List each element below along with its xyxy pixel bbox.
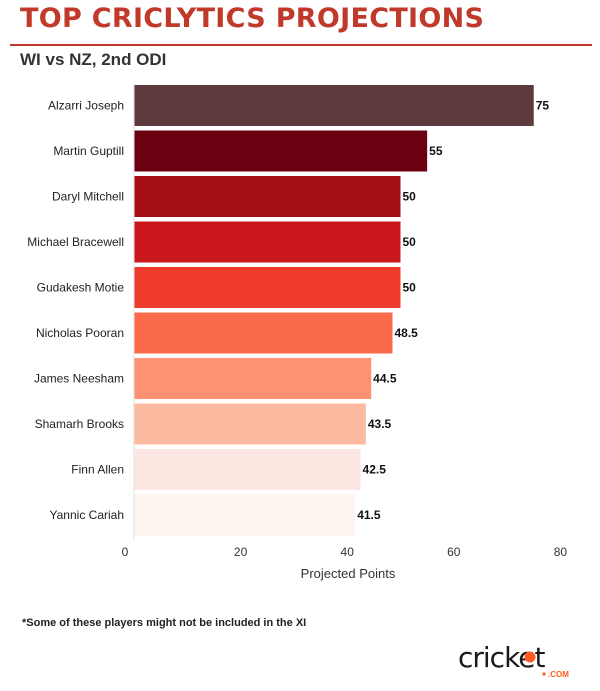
- x-tick-80: 80: [554, 545, 568, 559]
- value-label-nicholas-pooran: 48.5: [395, 326, 419, 340]
- title-divider: [10, 44, 592, 46]
- category-label-daryl-mitchell: Daryl Mitchell: [52, 190, 124, 204]
- logo-ball-icon: [524, 651, 536, 663]
- value-label-daryl-mitchell: 50: [403, 190, 417, 204]
- bar-daryl-mitchell: [134, 176, 401, 217]
- projection-bar-chart: Alzarri Joseph Martin Guptill Daryl Mitche…: [27, 83, 568, 581]
- cricket-com-logo: cricket .COM: [458, 643, 569, 679]
- value-label-martin-guptill: 55: [429, 144, 443, 158]
- bar-martin-guptill: [134, 130, 428, 172]
- bar-james-neesham: [134, 358, 372, 399]
- category-label-michael-bracewell: Michael Bracewell: [27, 235, 124, 249]
- logo-dot-icon: [542, 672, 546, 676]
- match-subtitle: WI vs NZ, 2nd ODI: [20, 50, 167, 69]
- bars-group: [134, 85, 534, 536]
- page-title: TOP CRICLYTICS PROJECTIONS: [20, 3, 485, 34]
- x-tick-60: 60: [447, 545, 461, 559]
- y-axis-labels: Alzarri Joseph Martin Guptill Daryl Mitche…: [27, 99, 124, 523]
- category-label-gudakesh-motie: Gudakesh Motie: [37, 281, 125, 295]
- logo-subtext: .COM: [548, 670, 569, 679]
- category-label-nicholas-pooran: Nicholas Pooran: [36, 326, 124, 340]
- x-tick-0: 0: [122, 545, 129, 559]
- bar-michael-bracewell: [134, 221, 401, 263]
- value-label-michael-bracewell: 50: [403, 235, 417, 249]
- x-axis-ticks: 0 20 40 60 80: [122, 545, 568, 559]
- value-label-yannic-cariah: 41.5: [357, 508, 381, 522]
- category-label-alzarri-joseph: Alzarri Joseph: [48, 99, 124, 113]
- category-label-shamarh-brooks: Shamarh Brooks: [35, 417, 124, 431]
- value-label-james-neesham: 44.5: [373, 372, 397, 386]
- x-tick-40: 40: [341, 545, 355, 559]
- value-label-gudakesh-motie: 50: [403, 281, 417, 295]
- category-label-finn-allen: Finn Allen: [71, 463, 124, 477]
- bar-gudakesh-motie: [134, 267, 401, 308]
- value-label-alzarri-joseph: 75: [536, 99, 550, 113]
- value-labels: 75 55 50 50 50 48.5 44.5 43.5 42.5 41.5: [357, 99, 549, 523]
- x-axis-title: Projected Points: [301, 566, 396, 581]
- category-label-martin-guptill: Martin Guptill: [53, 144, 124, 158]
- bar-yannic-cariah: [134, 494, 356, 536]
- value-label-finn-allen: 42.5: [363, 463, 387, 477]
- x-tick-20: 20: [234, 545, 248, 559]
- footnote: *Some of these players might not be incl…: [22, 617, 307, 629]
- value-label-shamarh-brooks: 43.5: [368, 417, 392, 431]
- bar-alzarri-joseph: [134, 85, 534, 126]
- category-label-james-neesham: James Neesham: [34, 372, 124, 386]
- bar-finn-allen: [134, 449, 361, 490]
- category-label-yannic-cariah: Yannic Cariah: [50, 508, 124, 522]
- bar-nicholas-pooran: [134, 312, 393, 354]
- bar-shamarh-brooks: [134, 403, 366, 445]
